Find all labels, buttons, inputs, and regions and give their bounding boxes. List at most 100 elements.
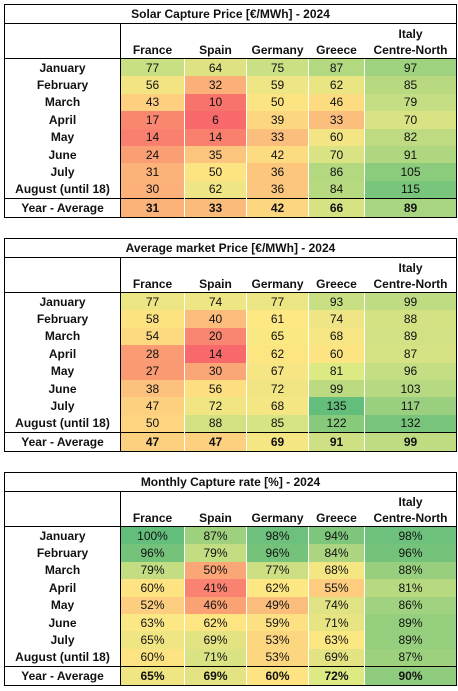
value-cell: 50 [184, 163, 247, 181]
value-cell: 6 [184, 111, 247, 129]
column-header: Spain [184, 491, 247, 527]
value-cell: 79% [184, 544, 247, 562]
value-cell: 74 [184, 292, 247, 311]
value-cell: 43 [120, 93, 185, 112]
column-header-line1 [247, 494, 308, 510]
value-cell: 89% [364, 613, 457, 632]
row-label: August (until 18) [4, 414, 121, 433]
header-corner [4, 23, 121, 59]
value-cell: 65% [120, 631, 185, 649]
value-cell: 62 [308, 76, 365, 94]
column-header-line2: France [132, 511, 173, 525]
value-cell: 86 [308, 163, 365, 181]
column-header-line1 [185, 260, 246, 276]
value-cell: 52% [120, 596, 185, 614]
value-cell: 88 [184, 414, 247, 433]
row-label: April [4, 579, 121, 597]
column-header-line1 [121, 260, 184, 276]
value-cell: 50 [246, 93, 309, 112]
average-value: 91 [308, 432, 365, 453]
column-header-line1: Italy [398, 495, 423, 509]
average-value: 42 [246, 198, 309, 219]
average-value: 47 [184, 432, 247, 453]
value-cell: 24 [120, 145, 185, 164]
value-cell: 91 [363, 145, 458, 164]
value-cell: 33 [246, 128, 309, 146]
value-cell: 42 [246, 145, 309, 164]
value-cell: 85 [363, 76, 458, 94]
table-row: April 60% 41% 62% 55% 81% [4, 579, 457, 597]
value-cell: 89 [364, 327, 457, 346]
table-row: March 54 20 65 68 89 [4, 327, 457, 346]
table-row: July 31 50 36 86 105 [4, 163, 458, 181]
header-corner [4, 491, 121, 527]
row-label: March [4, 93, 121, 112]
row-label: February [4, 76, 121, 94]
value-cell: 69% [184, 631, 247, 649]
column-header-line2: Centre-North [373, 43, 448, 57]
column-header-line2: Germany [251, 277, 304, 291]
value-cell: 60 [308, 128, 365, 146]
column-header-line1 [247, 26, 308, 42]
value-cell: 31 [120, 163, 185, 181]
value-cell: 99 [308, 379, 365, 398]
value-cell: 87 [364, 345, 457, 363]
value-cell: 56 [120, 76, 185, 94]
header-corner [4, 257, 121, 293]
value-cell: 71% [184, 648, 247, 667]
column-header: Germany [246, 491, 309, 527]
table-row: January 100% 87% 98% 94% 98% [4, 526, 457, 545]
table-row: May 52% 46% 49% 74% 86% [4, 596, 457, 614]
column-header: France [120, 491, 185, 527]
value-cell: 53% [246, 648, 309, 667]
value-cell: 35 [184, 145, 247, 164]
column-header-line1 [309, 260, 364, 276]
value-cell: 36 [246, 180, 309, 199]
value-cell: 49% [246, 596, 309, 614]
value-cell: 28 [120, 345, 185, 363]
table-row: June 63% 62% 59% 71% 89% [4, 613, 457, 632]
row-label: July [4, 397, 121, 415]
table-row: February 56 32 59 62 85 [4, 76, 458, 94]
table-row: April 17 6 39 33 70 [4, 111, 458, 129]
value-cell: 77% [246, 561, 309, 580]
table-row: June 24 35 42 70 91 [4, 145, 458, 164]
column-header-line1 [121, 26, 184, 42]
average-value: 72% [308, 666, 365, 687]
value-cell: 30 [120, 180, 185, 199]
table-row: February 58 40 61 74 88 [4, 310, 457, 328]
value-cell: 72 [246, 379, 309, 398]
table-row: August (until 18) 60% 71% 53% 69% 87% [4, 648, 457, 667]
average-row: Year - Average 31 33 42 66 89 [4, 198, 458, 219]
value-cell: 79% [120, 561, 185, 580]
value-cell: 14 [120, 128, 185, 146]
average-value: 89 [363, 198, 458, 219]
table-row: February 96% 79% 96% 84% 96% [4, 544, 457, 562]
value-cell: 88% [364, 561, 457, 580]
table-title: Monthly Capture rate [%] - 2024 [4, 472, 457, 492]
value-cell: 61 [246, 310, 309, 328]
average-value: 31 [120, 198, 185, 219]
row-label: January [4, 526, 121, 545]
value-cell: 115 [363, 180, 458, 199]
row-label: August (until 18) [4, 180, 121, 199]
value-cell: 70 [308, 145, 365, 164]
value-cell: 53% [246, 631, 309, 649]
value-cell: 60 [308, 345, 365, 363]
average-value: 47 [120, 432, 185, 453]
value-cell: 87% [364, 648, 457, 667]
table-title: Solar Capture Price [€/MWh] - 2024 [3, 4, 458, 24]
column-header-line1 [247, 260, 308, 276]
table-row: August (until 18) 30 62 36 84 115 [4, 180, 458, 199]
value-cell: 46 [308, 93, 365, 112]
value-cell: 56 [184, 379, 247, 398]
value-cell: 77 [120, 58, 185, 77]
row-label: June [4, 145, 121, 164]
column-header: Spain [184, 23, 247, 59]
value-cell: 30 [184, 362, 247, 380]
table-row: May 27 30 67 81 96 [4, 362, 457, 380]
column-header-line1 [309, 26, 364, 42]
value-cell: 27 [120, 362, 185, 380]
column-header-line2: Centre-North [373, 511, 448, 525]
value-cell: 64 [184, 58, 247, 77]
